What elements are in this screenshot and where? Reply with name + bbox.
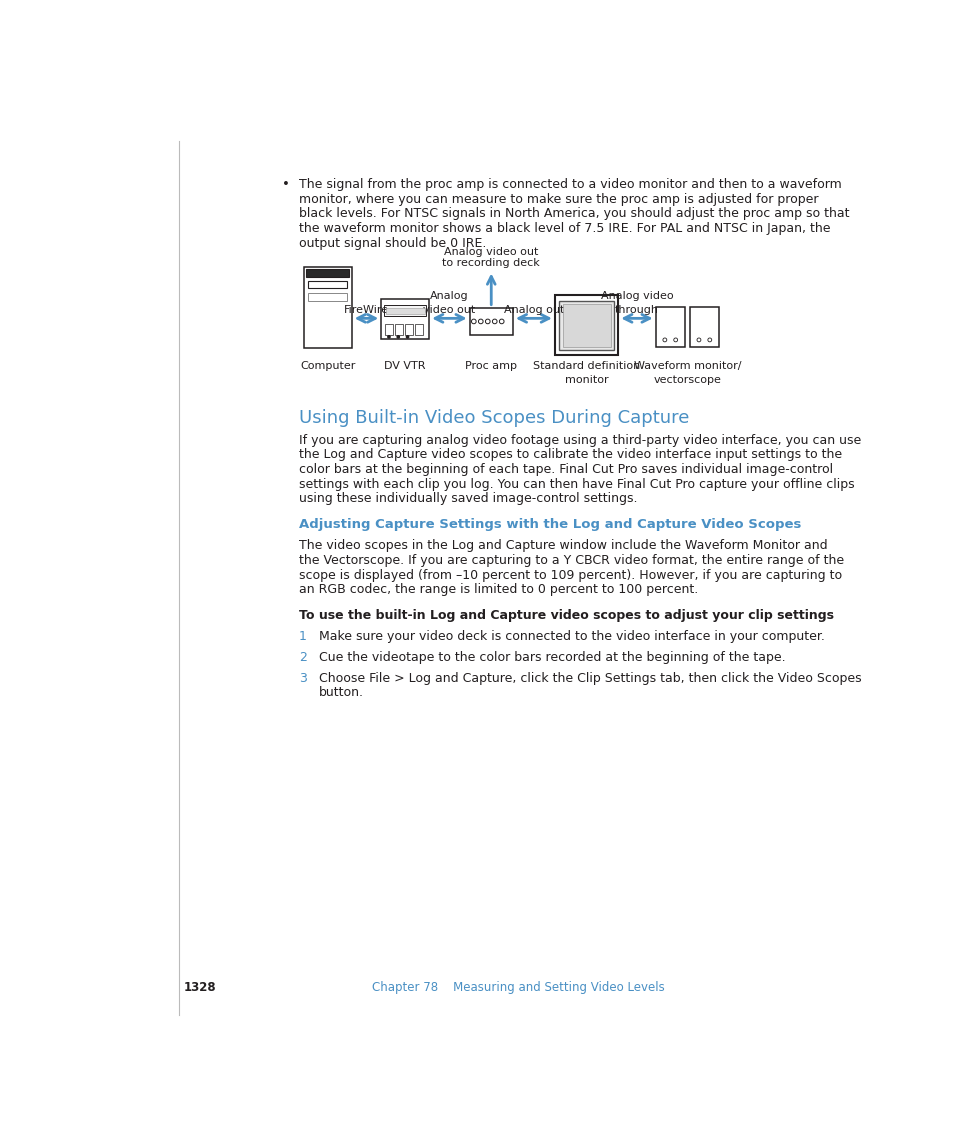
Text: The signal from the proc amp is connected to a video monitor and then to a wavef: The signal from the proc amp is connecte… [298, 179, 841, 191]
Bar [405, 324, 413, 334]
Text: scope is displayed (from –10 percent to 109 percent). However, if you are captur: scope is displayed (from –10 percent to … [298, 569, 841, 582]
Text: The video scopes in the Log and Capture window include the Waveform Monitor and: The video scopes in the Log and Capture … [298, 539, 827, 552]
Text: button.: button. [319, 686, 364, 700]
Bar [562, 303, 610, 347]
Bar [308, 293, 347, 301]
Text: video out: video out [423, 306, 475, 315]
Text: using these individually saved image-control settings.: using these individually saved image-con… [298, 492, 637, 505]
Text: Proc amp: Proc amp [465, 362, 517, 371]
Text: Analog: Analog [430, 292, 468, 301]
Text: Analog video: Analog video [600, 292, 673, 301]
Circle shape [406, 335, 408, 338]
Text: Make sure your video deck is connected to the video interface in your computer.: Make sure your video deck is connected t… [319, 630, 824, 643]
Bar [384, 306, 426, 316]
Text: monitor: monitor [564, 374, 608, 385]
Text: Computer: Computer [300, 362, 355, 371]
Text: FireWire: FireWire [343, 306, 389, 315]
Text: Standard definition: Standard definition [533, 362, 639, 371]
Circle shape [478, 319, 482, 324]
Circle shape [498, 319, 503, 324]
Text: Cue the videotape to the color bars recorded at the beginning of the tape.: Cue the videotape to the color bars reco… [319, 652, 785, 664]
Text: 1328: 1328 [183, 981, 216, 994]
Bar [395, 324, 402, 334]
Text: through: through [615, 306, 659, 315]
Text: to recording deck: to recording deck [442, 258, 539, 268]
Text: settings with each clip you log. You can then have Final Cut Pro capture your of: settings with each clip you log. You can… [298, 477, 854, 491]
Bar [558, 301, 613, 350]
Text: output signal should be 0 IRE.: output signal should be 0 IRE. [298, 237, 486, 250]
Text: color bars at the beginning of each tape. Final Cut Pro saves individual image-c: color bars at the beginning of each tape… [298, 463, 832, 476]
Bar [555, 295, 618, 355]
Text: the waveform monitor shows a black level of 7.5 IRE. For PAL and NTSC in Japan, : the waveform monitor shows a black level… [298, 222, 830, 235]
Text: If you are capturing analog video footage using a third-party video interface, y: If you are capturing analog video footag… [298, 434, 861, 447]
Circle shape [387, 335, 390, 338]
Text: black levels. For NTSC signals in North America, you should adjust the proc amp : black levels. For NTSC signals in North … [298, 207, 849, 221]
Bar [689, 307, 719, 347]
Bar [385, 308, 424, 315]
Bar [469, 308, 513, 335]
Bar [415, 324, 422, 334]
Bar [306, 269, 349, 277]
Circle shape [396, 335, 399, 338]
Text: 1: 1 [298, 630, 307, 643]
Text: Analog video out: Analog video out [443, 247, 537, 256]
Text: monitor, where you can measure to make sure the proc amp is adjusted for proper: monitor, where you can measure to make s… [298, 192, 818, 206]
Text: DV VTR: DV VTR [384, 362, 426, 371]
Text: vectorscope: vectorscope [653, 374, 720, 385]
Bar [303, 267, 352, 348]
Text: 2: 2 [298, 652, 307, 664]
Circle shape [697, 338, 700, 342]
Bar [381, 299, 429, 339]
Text: Adjusting Capture Settings with the Log and Capture Video Scopes: Adjusting Capture Settings with the Log … [298, 518, 801, 531]
Circle shape [471, 319, 476, 324]
Text: Choose File > Log and Capture, click the Clip Settings tab, then click the Video: Choose File > Log and Capture, click the… [319, 672, 861, 685]
Text: the Vectorscope. If you are capturing to a Y CBCR video format, the entire range: the Vectorscope. If you are capturing to… [298, 554, 843, 567]
Text: •: • [282, 179, 290, 191]
Circle shape [673, 338, 677, 342]
Text: Waveform monitor/: Waveform monitor/ [633, 362, 740, 371]
Circle shape [492, 319, 497, 324]
Text: Analog out: Analog out [503, 306, 563, 315]
Circle shape [485, 319, 490, 324]
Bar [308, 281, 347, 289]
Bar [385, 324, 393, 334]
Text: Using Built-in Video Scopes During Capture: Using Built-in Video Scopes During Captu… [298, 409, 689, 427]
Bar [655, 307, 684, 347]
Text: the Log and Capture video scopes to calibrate the video interface input settings: the Log and Capture video scopes to cali… [298, 449, 841, 461]
Text: To use the built-in Log and Capture video scopes to adjust your clip settings: To use the built-in Log and Capture vide… [298, 609, 833, 623]
Text: 3: 3 [298, 672, 307, 685]
Text: an RGB codec, the range is limited to 0 percent to 100 percent.: an RGB codec, the range is limited to 0 … [298, 583, 698, 597]
Circle shape [707, 338, 711, 342]
Text: Chapter 78    Measuring and Setting Video Levels: Chapter 78 Measuring and Setting Video L… [372, 981, 664, 994]
Circle shape [662, 338, 666, 342]
